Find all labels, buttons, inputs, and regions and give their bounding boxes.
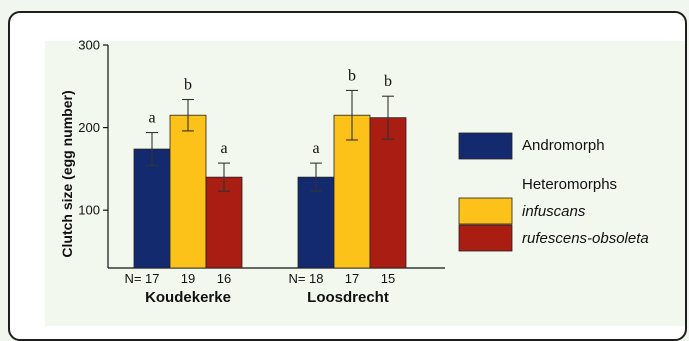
legend-label-andromorph: Andromorph	[522, 137, 605, 154]
legend-swatch-andromorph	[458, 132, 513, 160]
bar	[133, 148, 171, 269]
y-tick-label: 300	[78, 38, 100, 53]
bar	[369, 117, 407, 269]
legend-label-infuscans: infuscans	[522, 203, 586, 220]
bars-layer	[133, 89, 407, 269]
bar	[297, 176, 335, 269]
sample-size-label: 15	[381, 271, 395, 286]
sample-size-label: 17	[345, 271, 359, 286]
legend-label-rufescens-obsoleta: rufescens-obsoleta	[522, 230, 649, 247]
significance-letter: a	[148, 110, 155, 127]
sample-size-label: N= 18	[288, 271, 323, 286]
bar	[333, 114, 371, 269]
significance-letter: b	[384, 73, 392, 90]
legend-swatch-infuscans	[458, 197, 513, 225]
legend: Andromorph Heteromorphs infuscans rufescens…	[458, 132, 649, 252]
clutch-size-chart: Clutch size (egg number) 100 200 300 a N= 1…	[59, 38, 649, 307]
bar	[169, 114, 207, 269]
significance-letter: a	[312, 140, 319, 157]
sample-size-label: N= 17	[124, 271, 159, 286]
figure-frame	[8, 11, 687, 341]
bar	[205, 176, 243, 269]
group-label: Loosdrecht	[307, 289, 389, 306]
legend-swatch-rufescens-obsoleta	[458, 224, 513, 252]
sample-size-label: 16	[217, 271, 231, 286]
y-tick-label: 100	[78, 203, 100, 218]
sample-size-label: 19	[181, 271, 195, 286]
significance-letter: b	[184, 77, 192, 94]
significance-letter: b	[348, 67, 356, 84]
y-axis-title: Clutch size (egg number)	[59, 90, 75, 257]
labels-layer: a N= 17 b 19 a 16 Koudekerke a N= 18 b 17 b 15 Loosdr…	[124, 67, 395, 306]
y-tick-label: 200	[78, 120, 100, 135]
significance-letter: a	[220, 140, 227, 157]
legend-header: Heteromorphs	[522, 176, 617, 193]
group-label: Koudekerke	[145, 289, 231, 306]
